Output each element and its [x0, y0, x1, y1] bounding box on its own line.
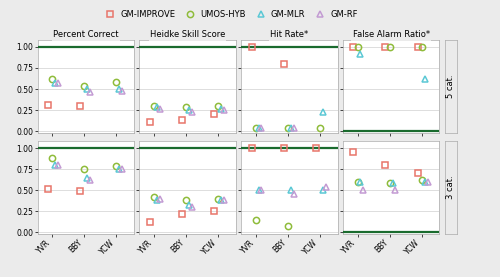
Text: 5 cat.: 5 cat. [446, 75, 455, 98]
Title: False Alarm Ratio*: False Alarm Ratio* [352, 30, 430, 39]
Title: Percent Correct: Percent Correct [53, 30, 118, 39]
Title: Hit Rate*: Hit Rate* [270, 30, 308, 39]
Text: 3 cat.: 3 cat. [446, 176, 455, 199]
Title: Heidke Skill Score: Heidke Skill Score [150, 30, 225, 39]
Legend: GM-IMPROVE, UMOS-HYB, GM-MLR, GM-RF: GM-IMPROVE, UMOS-HYB, GM-MLR, GM-RF [99, 7, 361, 23]
